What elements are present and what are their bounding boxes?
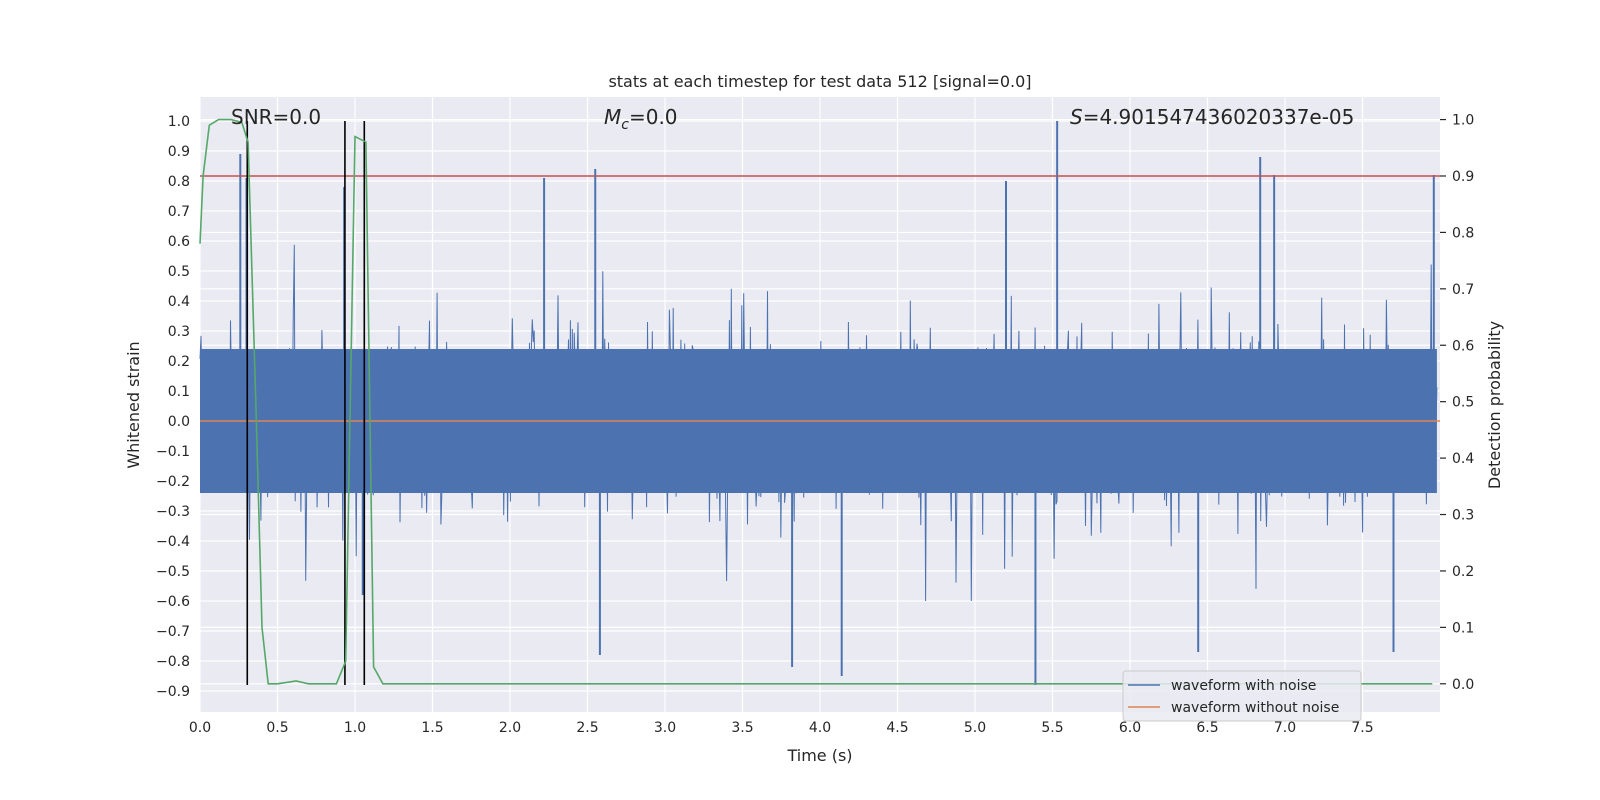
mc-value: =0.0: [629, 105, 678, 129]
y-tick-label: −0.5: [156, 564, 190, 580]
line-series: [199, 118, 1440, 685]
y-tick-label: −0.3: [156, 504, 190, 520]
x-tick-label: 1.0: [344, 720, 366, 736]
y-tick-label: 0.0: [168, 414, 190, 430]
x-tick-label: 7.5: [1351, 720, 1373, 736]
y-tick-label: 0.6: [168, 234, 190, 250]
y2-tick-label: 0.0: [1452, 677, 1474, 693]
s-symbol: S: [1070, 105, 1083, 129]
x-tick-label: 2.5: [576, 720, 598, 736]
y2-tick-label: 1.0: [1452, 113, 1474, 129]
x-axis-label: Time (s): [786, 746, 852, 765]
detection-probability-line: [199, 118, 1433, 685]
y-tick-label: 0.8: [168, 174, 190, 190]
y-tick-label: 0.2: [168, 354, 190, 370]
x-tick-labels: 0.0 0.5 1.0 1.5 2.0 2.5 3.0 3.5 4.0 4.5 5.0 5.5 6.0 6…: [189, 720, 1374, 736]
y2-tick-label: 0.7: [1452, 282, 1474, 298]
y-tick-label: 0.4: [168, 294, 190, 310]
x-tick-label: 0.5: [266, 720, 288, 736]
y-tick-label: 0.9: [168, 144, 190, 160]
chart-title: stats at each timestep for test data 512…: [608, 72, 1031, 91]
y-tick-label: 0.7: [168, 204, 190, 220]
y-axis-label: Whitened strain: [124, 341, 143, 468]
x-tick-label: 6.0: [1119, 720, 1141, 736]
x-tick-label: 1.5: [421, 720, 443, 736]
mc-subscript: c: [621, 117, 629, 133]
y2-tick-label: 0.4: [1452, 451, 1474, 467]
y2-axis-label: Detection probability: [1485, 321, 1504, 489]
x-tick-label: 3.0: [654, 720, 676, 736]
y-tick-label: 1.0: [168, 114, 190, 130]
legend-box: [1122, 670, 1362, 722]
y2-tick-label: 0.6: [1452, 338, 1474, 354]
y-tick-label: −0.6: [156, 594, 190, 610]
y-tick-label: −0.4: [156, 534, 190, 550]
y-tick-label: −0.1: [156, 444, 190, 460]
x-tick-label: 4.5: [886, 720, 908, 736]
x-tick-label: 7.0: [1274, 720, 1296, 736]
y-tick-label: −0.8: [156, 654, 190, 670]
s-value: =4.901547436020337e-05: [1083, 105, 1355, 129]
y-tick-labels: −0.9 −0.8 −0.7 −0.6 −0.5 −0.4 −0.3 −0.2 −0.1 0.0 0…: [156, 114, 190, 700]
legend-label-clean: waveform without noise: [1171, 700, 1339, 716]
y2-tick-label: 0.1: [1452, 620, 1474, 636]
mc-annotation: Mc=0.0: [604, 105, 678, 133]
y-tick-label: 0.1: [168, 384, 190, 400]
s-annotation: S=4.901547436020337e-05: [1070, 105, 1354, 129]
x-tick-label: 0.0: [189, 720, 211, 736]
y-tick-label: −0.7: [156, 624, 190, 640]
x-tick-label: 5.0: [964, 720, 986, 736]
y-tick-label: −0.9: [156, 684, 190, 700]
x-tick-label: 4.0: [809, 720, 831, 736]
y2-tick-label: 0.5: [1452, 395, 1474, 411]
y-tick-label: −0.2: [156, 474, 190, 490]
x-tick-label: 3.5: [731, 720, 753, 736]
y2-tick-label: 0.9: [1452, 169, 1474, 185]
y2-tick-labels: 0.0 0.1 0.2 0.3 0.4 0.5 0.6 0.7 0.8 0.9 1.0: [1440, 113, 1474, 693]
y2-tick-label: 0.8: [1452, 225, 1474, 241]
snr-annotation: SNR=0.0: [231, 105, 321, 129]
x-tick-label: 6.5: [1196, 720, 1218, 736]
y2-tick-label: 0.2: [1452, 564, 1474, 580]
legend: waveform with noise waveform without noi…: [1122, 670, 1362, 722]
y-tick-label: 0.5: [168, 264, 190, 280]
legend-label-noise: waveform with noise: [1171, 678, 1316, 694]
x-tick-label: 2.0: [499, 720, 521, 736]
y2-tick-label: 0.3: [1452, 508, 1474, 524]
y-tick-label: 0.3: [168, 324, 190, 340]
x-tick-label: 5.5: [1041, 720, 1063, 736]
mc-symbol: M: [604, 105, 621, 129]
